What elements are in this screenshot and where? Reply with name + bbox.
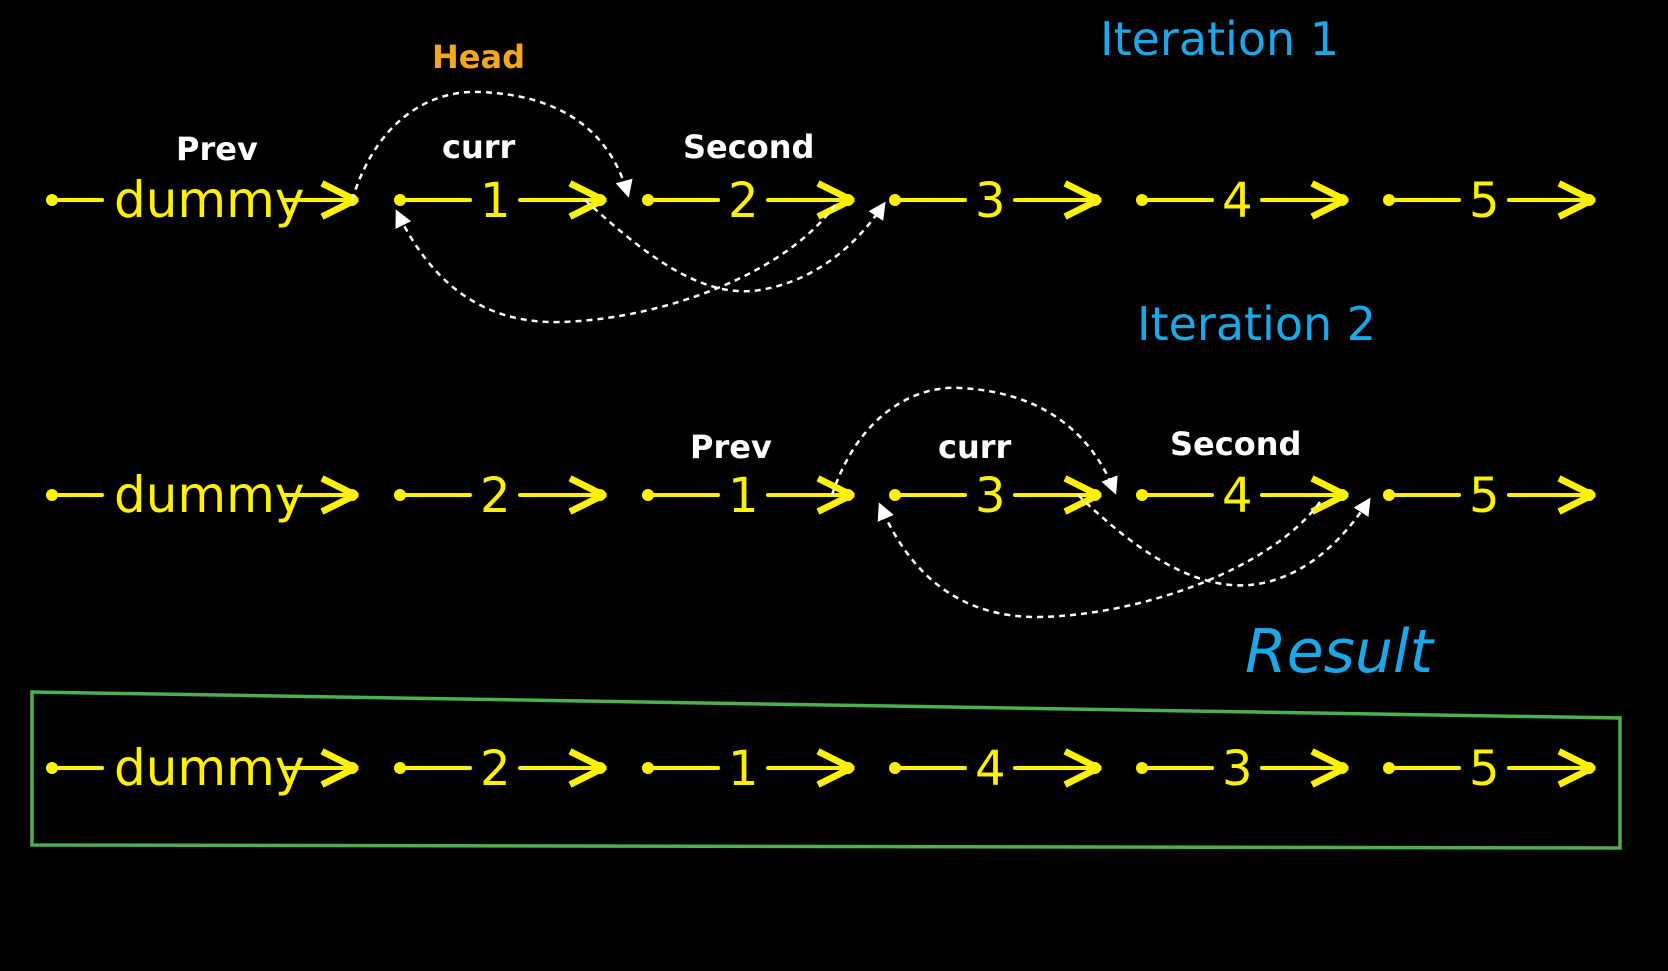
curr-to-three-curve xyxy=(584,199,886,293)
second-to-curr-curve xyxy=(395,204,837,324)
list-node: 2 xyxy=(394,741,606,797)
node-end-dot xyxy=(594,762,606,774)
node-value: 3 xyxy=(975,468,1006,524)
iteration-1-title: Iteration 1 xyxy=(1100,12,1339,66)
curr-label: curr xyxy=(442,128,516,166)
node-end-dot xyxy=(842,489,854,501)
node-end-dot xyxy=(1336,194,1348,206)
node-end-dot xyxy=(842,194,854,206)
list-node: 4 xyxy=(1136,173,1348,229)
node-value: 1 xyxy=(728,741,759,797)
iteration-2-section: Iteration 2 Prev curr Second dummy 2 1 3 4 5 xyxy=(46,297,1595,619)
list-node: 5 xyxy=(1383,741,1595,797)
list-node: 1 xyxy=(394,173,606,229)
prev-label: Prev xyxy=(176,130,258,168)
head-label: Head xyxy=(432,38,525,76)
node-value: 5 xyxy=(1469,741,1500,797)
node-end-dot xyxy=(594,489,606,501)
list-node: 4 xyxy=(889,741,1101,797)
second-label: Second xyxy=(683,128,814,166)
iteration-1-section: Iteration 1 Head Prev curr Second dummy 1… xyxy=(46,12,1595,324)
second-label-2: Second xyxy=(1170,425,1301,463)
node-end-dot xyxy=(1336,489,1348,501)
list-node: 2 xyxy=(394,468,606,524)
node-end-dot xyxy=(346,762,358,774)
list-node: dummy xyxy=(46,171,358,229)
node-value: 5 xyxy=(1469,173,1500,229)
list-row-iteration-1: dummy 1 2 3 4 5 xyxy=(46,171,1595,229)
list-node: 3 xyxy=(889,173,1101,229)
dummy-node-label: dummy xyxy=(114,171,304,229)
list-node: 5 xyxy=(1383,173,1595,229)
node-value: 2 xyxy=(480,468,511,524)
curr-label-2: curr xyxy=(938,428,1012,466)
node-value: 3 xyxy=(975,173,1006,229)
node-end-dot xyxy=(1583,194,1595,206)
list-node: 3 xyxy=(889,468,1101,524)
node-value: 2 xyxy=(728,173,759,229)
node-value: 4 xyxy=(975,741,1006,797)
dummy-node-label: dummy xyxy=(114,739,304,797)
node-value: 3 xyxy=(1222,741,1253,797)
list-node: 4 xyxy=(1136,468,1348,524)
node-value: 1 xyxy=(480,173,511,229)
list-row-result: dummy 2 1 4 3 5 xyxy=(46,739,1595,797)
dummy-node-label: dummy xyxy=(114,466,304,524)
result-section: Result dummy 2 1 4 3 5 xyxy=(30,617,1622,850)
node-value: 1 xyxy=(728,468,759,524)
node-end-dot xyxy=(1089,762,1101,774)
node-end-dot xyxy=(1336,762,1348,774)
node-end-dot xyxy=(346,489,358,501)
result-title: Result xyxy=(1245,617,1436,687)
list-node: 2 xyxy=(642,173,854,229)
list-node: 3 xyxy=(1136,741,1348,797)
node-value: 5 xyxy=(1469,468,1500,524)
head-to-second-curve xyxy=(350,90,633,201)
iteration-2-title: Iteration 2 xyxy=(1137,297,1376,351)
curr-to-five-curve-2 xyxy=(1077,494,1371,587)
node-end-dot xyxy=(1583,762,1595,774)
prev-to-second-curve-2 xyxy=(830,386,1118,496)
node-end-dot xyxy=(842,762,854,774)
list-row-iteration-2: dummy 2 1 3 4 5 xyxy=(46,466,1595,524)
list-node: 1 xyxy=(642,741,854,797)
node-end-dot xyxy=(594,194,606,206)
result-box xyxy=(30,690,1622,850)
node-end-dot xyxy=(1089,194,1101,206)
node-value: 2 xyxy=(480,741,511,797)
list-node: 5 xyxy=(1383,468,1595,524)
list-node: 1 xyxy=(642,468,854,524)
list-node: dummy xyxy=(46,739,358,797)
list-node: dummy xyxy=(46,466,358,524)
second-to-curr-curve-2 xyxy=(877,501,1322,619)
prev-label-2: Prev xyxy=(690,428,772,466)
node-value: 4 xyxy=(1222,173,1253,229)
node-value: 4 xyxy=(1222,468,1253,524)
node-end-dot xyxy=(1583,489,1595,501)
node-end-dot xyxy=(1089,489,1101,501)
